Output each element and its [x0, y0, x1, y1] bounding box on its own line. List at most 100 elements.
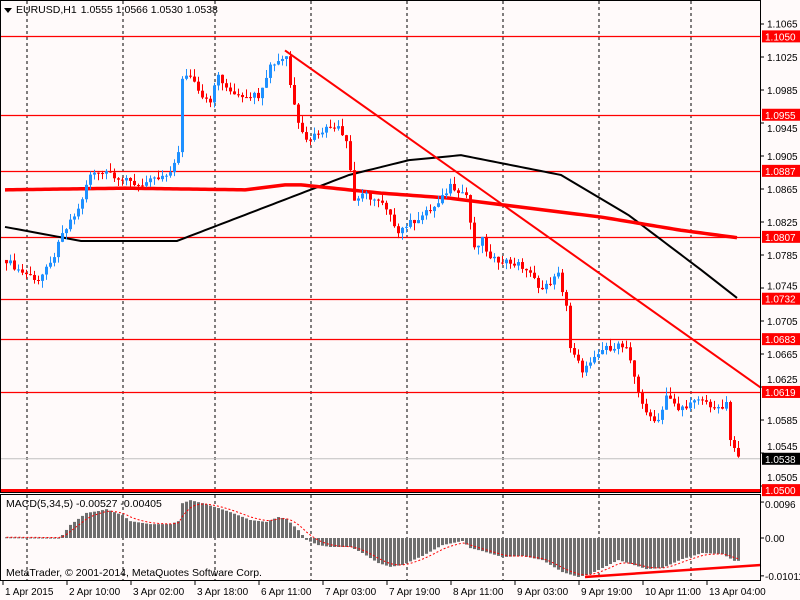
macd-bar [77, 518, 80, 538]
macd-bar [649, 538, 652, 569]
macd-bar [37, 537, 40, 539]
bull-candle [613, 348, 616, 351]
bear-candle [309, 139, 312, 141]
macd-bar [677, 538, 680, 561]
bull-candle [85, 184, 88, 200]
macd-bar [121, 515, 124, 538]
bear-candle [529, 270, 532, 273]
bear-candle [381, 200, 384, 203]
bear-candle [201, 90, 204, 98]
bull-candle [481, 236, 484, 246]
bull-candle [617, 343, 620, 349]
macd-bar [669, 538, 672, 565]
bull-candle [161, 175, 164, 180]
macd-bar [661, 538, 664, 568]
macd-bar [41, 537, 44, 539]
macd-bar [437, 538, 440, 548]
macd-bar [157, 524, 160, 538]
bear-candle [389, 209, 392, 215]
axis-tick-label: 1.0745 [767, 282, 798, 293]
macd-bar [57, 537, 60, 539]
level-price-tag [762, 230, 800, 243]
macd-bar [141, 522, 144, 538]
bull-candle [69, 219, 72, 230]
level-price-label: 1.0887 [765, 167, 796, 178]
bull-candle [77, 208, 80, 217]
macd-bar [29, 537, 32, 539]
bull-candle [269, 64, 272, 78]
bear-candle [241, 94, 244, 98]
macd-bar [445, 538, 448, 545]
macd-bar [113, 512, 116, 538]
bull-candle [105, 171, 108, 174]
macd-bar [225, 510, 228, 538]
time-tick-label: 9 Apr 19:00 [581, 587, 633, 598]
macd-bar [709, 538, 712, 554]
macd-bar [625, 538, 628, 563]
macd-bar [461, 538, 464, 541]
macd-bar [417, 538, 420, 558]
bull-candle [585, 365, 588, 373]
bear-candle [685, 406, 688, 409]
bull-candle [53, 257, 56, 263]
bear-candle [705, 400, 708, 402]
bull-candle [169, 172, 172, 176]
macd-bar [117, 513, 120, 538]
macd-panel-frame [0, 494, 761, 581]
macd-bar [365, 538, 368, 556]
macd-bar [593, 538, 596, 572]
bull-candle [273, 64, 276, 66]
macd-bar [489, 538, 492, 554]
macd-bar [169, 524, 172, 538]
macd-bar [345, 538, 348, 547]
bear-candle [473, 222, 476, 248]
macd-bar [597, 538, 600, 570]
bull-candle [477, 245, 480, 248]
macd-bar [133, 521, 136, 538]
macd-bar [645, 538, 648, 570]
time-tick-label: 10 Apr 11:00 [645, 587, 701, 598]
bear-candle [341, 126, 344, 136]
bear-candle [37, 279, 40, 281]
axis-tick-label: 1.0785 [767, 251, 798, 262]
bear-candle [509, 259, 512, 264]
macd-bar [429, 538, 432, 552]
macd-bar [381, 538, 384, 565]
level-price-label: 1.0807 [765, 233, 796, 244]
macd-trendline [584, 563, 762, 579]
bull-candle [433, 206, 436, 212]
horizontal-levels [1, 35, 760, 492]
bear-candle [333, 127, 336, 129]
macd-bar [689, 538, 692, 557]
bear-candle [541, 287, 544, 290]
bull-candle [357, 198, 360, 201]
bear-candle [129, 177, 132, 181]
bear-candle [737, 447, 740, 457]
level-price-tag [762, 484, 800, 497]
time-tick-label: 13 Apr 04:00 [709, 587, 766, 598]
macd-bar [469, 538, 472, 549]
dropdown-triangle-icon[interactable] [4, 7, 12, 13]
slow-moving-average [4, 154, 738, 299]
bear-candle [117, 178, 120, 180]
bull-candle [125, 177, 128, 181]
macd-bar [565, 538, 568, 574]
macd-bar [205, 504, 208, 538]
macd-bar [389, 538, 392, 567]
bull-candle [605, 345, 608, 350]
bull-candle [445, 193, 448, 196]
bear-candle [733, 440, 736, 448]
time-tick-label: 6 Apr 11:00 [261, 587, 312, 598]
bear-candle [513, 263, 516, 266]
bear-candle [369, 192, 372, 200]
macd-bar [101, 510, 104, 538]
macd-bar [145, 523, 148, 538]
macd-bar [185, 501, 188, 538]
chart-header: EURUSD,H1 1.0555 1.0566 1.0530 1.0538 [4, 4, 218, 16]
macd-bar [85, 512, 88, 538]
macd-bar [449, 538, 452, 544]
bear-candle [561, 272, 564, 293]
macd-bar [353, 538, 356, 549]
macd-bar [349, 538, 352, 547]
